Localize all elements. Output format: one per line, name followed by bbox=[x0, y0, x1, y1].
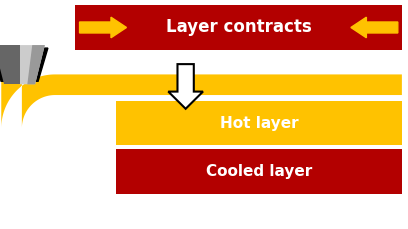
Polygon shape bbox=[0, 45, 20, 84]
Polygon shape bbox=[20, 45, 45, 84]
Polygon shape bbox=[1, 74, 402, 128]
Text: Cooled layer: Cooled layer bbox=[206, 164, 312, 179]
Text: Layer contracts: Layer contracts bbox=[166, 19, 312, 36]
FancyArrow shape bbox=[169, 64, 203, 109]
FancyBboxPatch shape bbox=[75, 5, 402, 50]
FancyBboxPatch shape bbox=[116, 101, 402, 145]
Polygon shape bbox=[0, 48, 48, 81]
Polygon shape bbox=[27, 45, 45, 84]
FancyArrow shape bbox=[80, 17, 126, 38]
FancyArrow shape bbox=[351, 17, 398, 38]
Text: Hot layer: Hot layer bbox=[220, 116, 298, 131]
FancyBboxPatch shape bbox=[116, 149, 402, 194]
